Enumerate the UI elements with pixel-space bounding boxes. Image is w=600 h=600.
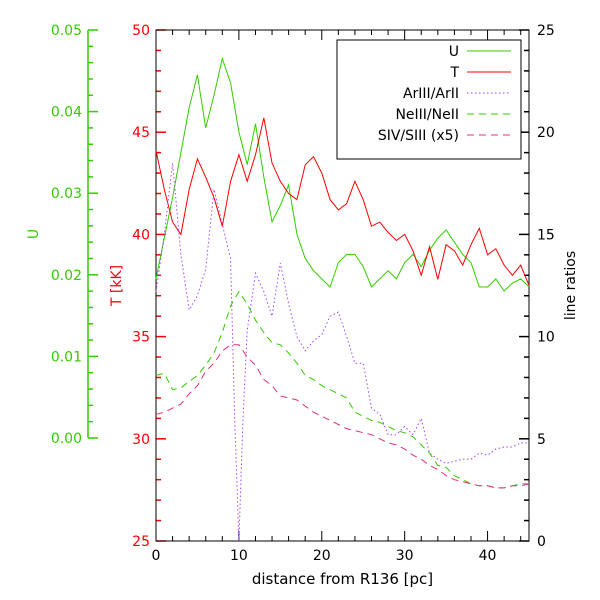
U-tick-label: 0.05	[51, 23, 82, 39]
series-line-siv-siii-x5-	[155, 344, 530, 489]
t-axis-title: T [kK]	[109, 265, 125, 307]
T-tick-label: 40	[132, 227, 150, 243]
T-tick-label: 30	[132, 432, 150, 448]
distance-axis: 0 10 20 30 40 distance from R136 [pc]	[152, 30, 522, 588]
ratio-axis-title: line ratios	[563, 251, 579, 320]
ratio-tick-label: 20	[537, 125, 555, 141]
x-tick-label: 10	[230, 548, 248, 564]
U-tick-label: 0.02	[51, 268, 82, 284]
legend-label: NeIII/NeII	[395, 107, 459, 123]
series-layer	[155, 56, 530, 542]
ratio-tick-label: 15	[537, 227, 555, 243]
line-ratio-axis: 0 5 10 15 20 25 line ratios	[519, 23, 579, 550]
ratio-tick-label: 0	[537, 534, 546, 550]
series-line-neiii-neii	[155, 290, 529, 489]
T-tick-label: 50	[132, 23, 150, 39]
legend-label: U	[449, 44, 459, 60]
u-axis: 0.00 0.01 0.02 0.03 0.04 0.05 U	[26, 23, 98, 447]
series-line-u	[155, 56, 530, 292]
U-tick-label: 0.04	[51, 105, 82, 121]
series-line-ariii-arii	[155, 162, 529, 542]
ratio-tick-label: 10	[537, 330, 555, 346]
series-line-t	[155, 117, 530, 286]
x-tick-label: 40	[479, 548, 497, 564]
T-tick-label: 35	[132, 330, 150, 346]
temperature-axis: 25 30 35 40 45 50 T [kK]	[109, 23, 166, 550]
T-tick-label: 45	[132, 125, 150, 141]
U-tick-label: 0.00	[51, 431, 82, 447]
x-axis-label: distance from R136 [pc]	[252, 570, 433, 588]
ratio-tick-label: 5	[537, 432, 546, 448]
legend-box	[336, 39, 522, 160]
u-axis-title: U	[26, 229, 42, 239]
U-tick-label: 0.01	[51, 349, 82, 365]
x-tick-label: 0	[152, 548, 161, 564]
legend-label: T	[449, 65, 459, 81]
x-tick-label: 20	[313, 548, 331, 564]
legend: UT ArIII/ArII NeIII/NeII SIV/SIII (x5)	[336, 39, 522, 160]
legend-label: ArIII/ArII	[403, 86, 459, 102]
x-tick-label: 30	[396, 548, 414, 564]
ratio-tick-label: 25	[537, 23, 555, 39]
legend-label: SIV/SIII (x5)	[378, 128, 459, 144]
U-tick-label: 0.03	[51, 186, 82, 202]
T-tick-label: 25	[132, 534, 150, 550]
